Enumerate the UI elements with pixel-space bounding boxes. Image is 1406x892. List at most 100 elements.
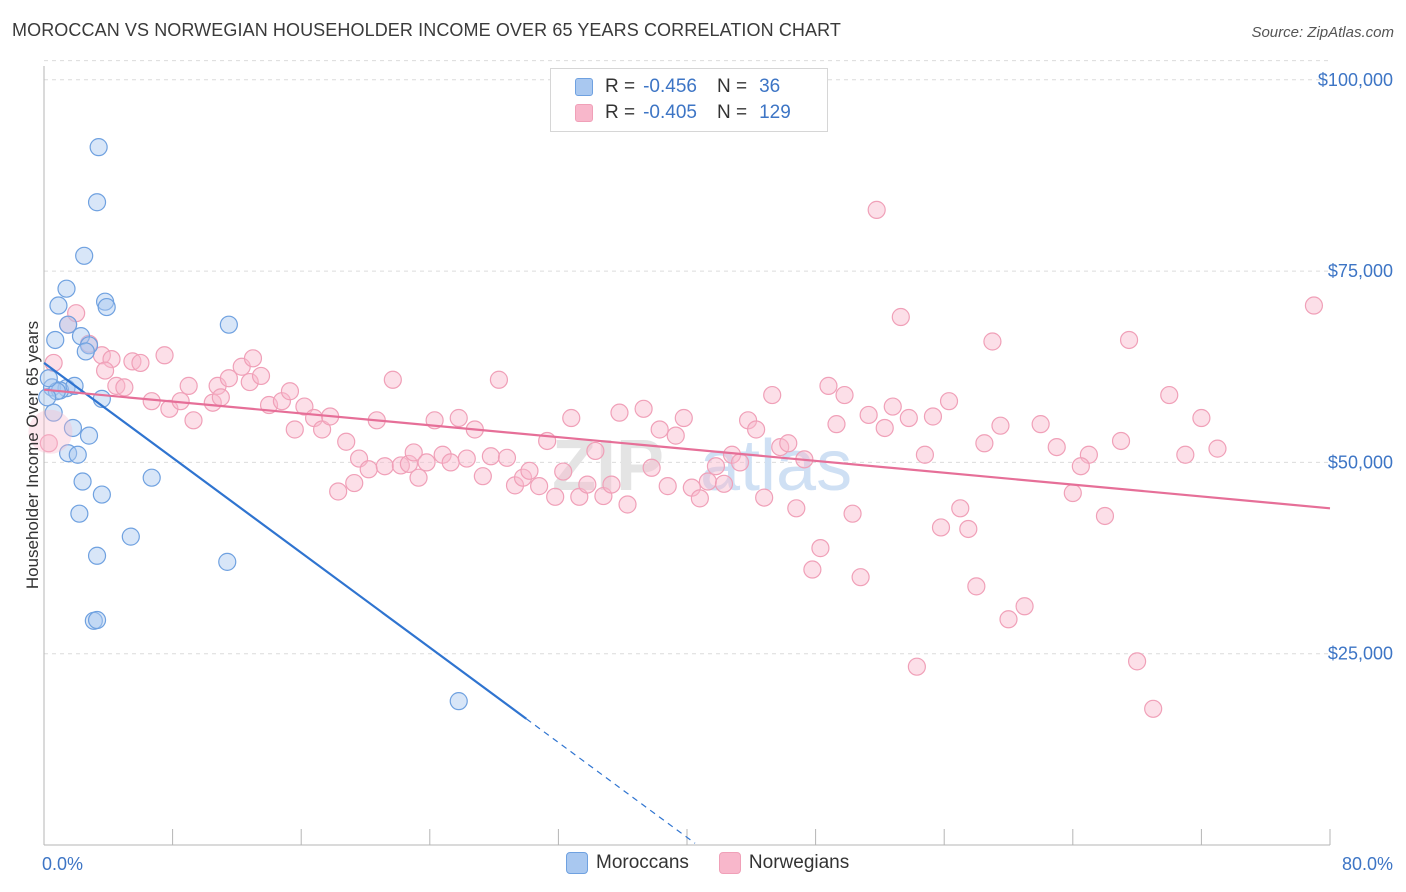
point-moroccans xyxy=(46,330,65,350)
point-norwegians xyxy=(131,353,150,373)
point-moroccans xyxy=(87,546,107,565)
legend-row-norwegians: R = -0.405 N = 129 xyxy=(575,101,791,125)
point-norwegians xyxy=(610,403,629,422)
point-norwegians xyxy=(359,460,378,479)
point-norwegians xyxy=(698,472,717,491)
point-norwegians xyxy=(578,475,597,494)
point-norwegians xyxy=(155,346,174,365)
point-norwegians xyxy=(714,474,734,493)
legend-n-label: N = xyxy=(716,102,748,123)
point-moroccans xyxy=(121,527,140,546)
y-tick-label-1: $50,000 xyxy=(1328,452,1393,472)
point-norwegians xyxy=(618,495,637,514)
point-norwegians xyxy=(441,453,460,472)
point-norwegians xyxy=(1063,483,1082,503)
point-norwegians xyxy=(449,408,468,428)
point-moroccans xyxy=(57,279,76,298)
point-moroccans xyxy=(87,193,107,212)
point-moroccans xyxy=(39,369,58,388)
point-norwegians xyxy=(706,457,726,476)
y-tick-label-0: $25,000 xyxy=(1328,644,1393,664)
point-norwegians xyxy=(779,434,798,453)
point-moroccans xyxy=(449,692,468,711)
point-cluster-norwegians xyxy=(28,409,73,454)
point-norwegians xyxy=(951,499,970,518)
point-norwegians xyxy=(240,372,259,392)
point-norwegians xyxy=(755,488,774,507)
point-moroccans xyxy=(73,472,92,491)
point-norwegians xyxy=(827,415,846,434)
point-norwegians xyxy=(312,420,332,439)
point-norwegians xyxy=(666,426,685,445)
point-norwegians xyxy=(899,408,918,428)
point-moroccans xyxy=(75,246,94,265)
point-norwegians xyxy=(859,405,878,425)
legend-label-moroccans: Moroccans xyxy=(596,852,689,873)
chart-source: Source: ZipAtlas.com xyxy=(1251,24,1394,41)
series-legend: Moroccans Norwegians xyxy=(566,852,879,874)
point-norwegians xyxy=(939,392,959,411)
legend-row-moroccans: R = -0.456 N = 36 xyxy=(575,75,780,99)
point-moroccans xyxy=(219,315,238,334)
legend-item-norwegians: Norwegians xyxy=(718,852,849,874)
legend-r-label: R = xyxy=(605,102,636,123)
point-norwegians xyxy=(835,385,854,405)
trend-line-norwegians xyxy=(43,388,1331,510)
x-tick-labels: 0.0% 80.0% xyxy=(42,854,1393,874)
legend-r-value: -0.405 xyxy=(643,102,697,123)
point-norwegians xyxy=(399,454,419,474)
point-norwegians xyxy=(409,468,428,487)
point-norwegians xyxy=(867,200,886,219)
point-norwegians xyxy=(851,568,870,587)
point-norwegians xyxy=(115,378,134,397)
point-norwegians xyxy=(1119,330,1139,350)
point-moroccans xyxy=(97,297,116,317)
point-moroccans xyxy=(142,468,161,487)
point-norwegians xyxy=(184,411,203,430)
point-norwegians xyxy=(95,361,115,380)
point-norwegians xyxy=(1071,457,1090,476)
point-norwegians xyxy=(787,499,806,518)
point-norwegians xyxy=(285,420,304,439)
point-norwegians xyxy=(747,420,766,439)
point-norwegians xyxy=(1127,652,1147,671)
point-norwegians xyxy=(489,370,509,389)
point-norwegians xyxy=(1047,437,1066,457)
point-moroccans xyxy=(63,418,83,438)
point-norwegians xyxy=(562,408,581,428)
point-norwegians xyxy=(730,453,750,472)
point-moroccans xyxy=(38,388,57,407)
legend-swatch-moroccans xyxy=(575,78,593,96)
point-norwegians xyxy=(931,518,951,537)
point-moroccans xyxy=(218,552,237,571)
y-axis-label: Householder Income Over 65 years xyxy=(23,321,42,589)
point-norwegians xyxy=(337,432,356,451)
legend-r-label: R = xyxy=(605,76,636,97)
point-norwegians xyxy=(375,457,394,476)
point-moroccans xyxy=(87,610,107,630)
point-norwegians xyxy=(345,473,364,493)
point-moroccans xyxy=(76,342,95,361)
point-norwegians xyxy=(975,434,994,453)
point-norwegians xyxy=(967,577,986,596)
point-norwegians xyxy=(329,482,348,501)
x-tick-label-start: 0.0% xyxy=(42,854,83,874)
y-tick-label-2: $75,000 xyxy=(1328,261,1393,281)
point-norwegians xyxy=(658,477,677,496)
point-norwegians xyxy=(520,461,539,480)
legend-item-moroccans: Moroccans xyxy=(566,852,689,874)
point-norwegians xyxy=(404,443,423,462)
point-moroccans xyxy=(92,485,111,504)
grid-lines xyxy=(44,60,1330,655)
point-norwegians xyxy=(983,332,1002,351)
point-moroccans xyxy=(68,445,87,464)
legend-n-value: 36 xyxy=(759,76,781,97)
point-moroccans xyxy=(89,138,108,157)
trend-line-extension-moroccans xyxy=(525,718,696,844)
point-norwegians xyxy=(602,475,621,494)
point-norwegians xyxy=(457,449,476,468)
point-norwegians xyxy=(811,539,830,558)
point-moroccans xyxy=(49,296,68,315)
trend-line-moroccans xyxy=(43,362,527,720)
